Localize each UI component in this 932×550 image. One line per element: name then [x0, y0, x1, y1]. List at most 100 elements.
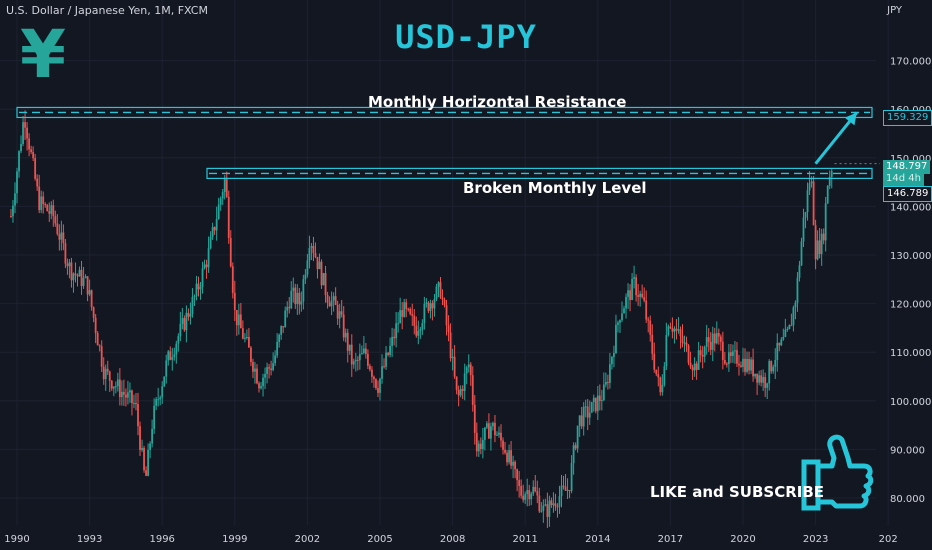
candle-body: [806, 190, 809, 213]
candle-body: [540, 510, 543, 512]
candle-body: [417, 330, 420, 336]
candle-body: [241, 328, 244, 339]
y-tick-label: 100.000: [890, 397, 931, 408]
thumbs-up-icon[interactable]: [801, 434, 874, 511]
candle-body: [153, 405, 156, 429]
candle-body: [68, 262, 71, 267]
candle-body: [653, 353, 656, 370]
candle-body: [776, 342, 779, 361]
candle-body: [70, 262, 73, 281]
candle-body: [570, 463, 573, 491]
candle-body: [510, 450, 512, 466]
candle-body: [609, 364, 611, 383]
candle-body: [38, 186, 41, 211]
candle-body: [58, 233, 61, 240]
candle-body: [496, 434, 498, 436]
candle-body: [60, 232, 63, 240]
candle-body: [639, 293, 642, 297]
candle-body: [139, 426, 141, 451]
candle-body: [110, 380, 113, 389]
candle-body: [611, 356, 613, 365]
candle-body: [788, 325, 791, 329]
candle-body: [534, 486, 537, 492]
candle-body: [211, 227, 214, 237]
candle-body: [677, 329, 680, 331]
candle-body: [191, 296, 194, 315]
candle-body: [308, 248, 311, 261]
candle-body: [536, 491, 539, 496]
candle-body: [391, 336, 393, 346]
candle-body: [451, 356, 454, 359]
candle-body: [135, 402, 137, 405]
candle-body: [367, 353, 369, 366]
candle-body: [562, 485, 565, 487]
candle-body: [673, 328, 676, 332]
candle-body: [292, 287, 295, 291]
candle-body: [578, 415, 581, 426]
candle-body: [681, 336, 684, 344]
candle-body: [223, 177, 226, 193]
candle-body: [518, 480, 521, 487]
candle-body: [183, 318, 186, 331]
candle-body: [187, 312, 190, 317]
candle-body: [72, 273, 75, 281]
candle-body: [102, 366, 105, 380]
candle-body: [699, 350, 702, 356]
candle-body: [431, 303, 434, 309]
candle-body: [780, 339, 783, 346]
candle-body: [356, 359, 359, 361]
candle-body: [782, 336, 785, 340]
y-tick-label: 120.000: [890, 300, 931, 311]
candle-body: [324, 273, 327, 296]
candle-body: [516, 469, 519, 481]
candle-body: [691, 367, 694, 371]
candle-body: [302, 279, 305, 302]
candle-body: [44, 203, 47, 206]
candle-body: [258, 383, 260, 389]
candle-body: [469, 364, 472, 376]
candle-body: [90, 290, 93, 308]
candle-body: [40, 196, 43, 211]
candle-body: [514, 461, 517, 470]
candle-body: [22, 122, 24, 144]
candle-body: [254, 368, 256, 372]
candle-body: [193, 296, 196, 298]
candle-body: [137, 404, 139, 427]
candle-body: [695, 363, 698, 370]
candle-body: [76, 274, 79, 277]
candle-body: [411, 313, 414, 316]
candle-body: [758, 375, 761, 383]
candle-body: [621, 313, 623, 321]
candle-body: [715, 333, 718, 344]
candle-body: [671, 328, 674, 332]
candle-body: [586, 406, 589, 418]
candle-body: [506, 452, 508, 463]
candle-body: [64, 243, 67, 264]
candle-body: [572, 445, 575, 464]
candle-body: [435, 286, 438, 300]
candle-body: [443, 299, 446, 306]
candle-body: [643, 297, 646, 301]
candle-body: [471, 375, 474, 405]
candle-body: [635, 277, 638, 296]
candle-body: [262, 377, 264, 387]
candle-body: [824, 203, 827, 241]
candle-body: [207, 248, 210, 268]
candle-body: [746, 358, 748, 372]
candle-body: [752, 359, 754, 377]
candle-body: [221, 192, 224, 199]
candle-body: [125, 394, 127, 398]
candle-body: [264, 374, 266, 378]
candle-body: [312, 246, 315, 254]
candle-body: [34, 158, 37, 179]
candle-body: [588, 412, 591, 418]
candle-body: [171, 357, 174, 360]
candle-body: [657, 374, 660, 378]
candle-body: [280, 326, 283, 335]
candle-body: [538, 495, 541, 512]
candle-body: [179, 323, 182, 337]
candle-body: [828, 176, 831, 186]
candle-body: [651, 334, 654, 354]
candle-body: [256, 368, 258, 384]
candle-body: [814, 225, 817, 260]
